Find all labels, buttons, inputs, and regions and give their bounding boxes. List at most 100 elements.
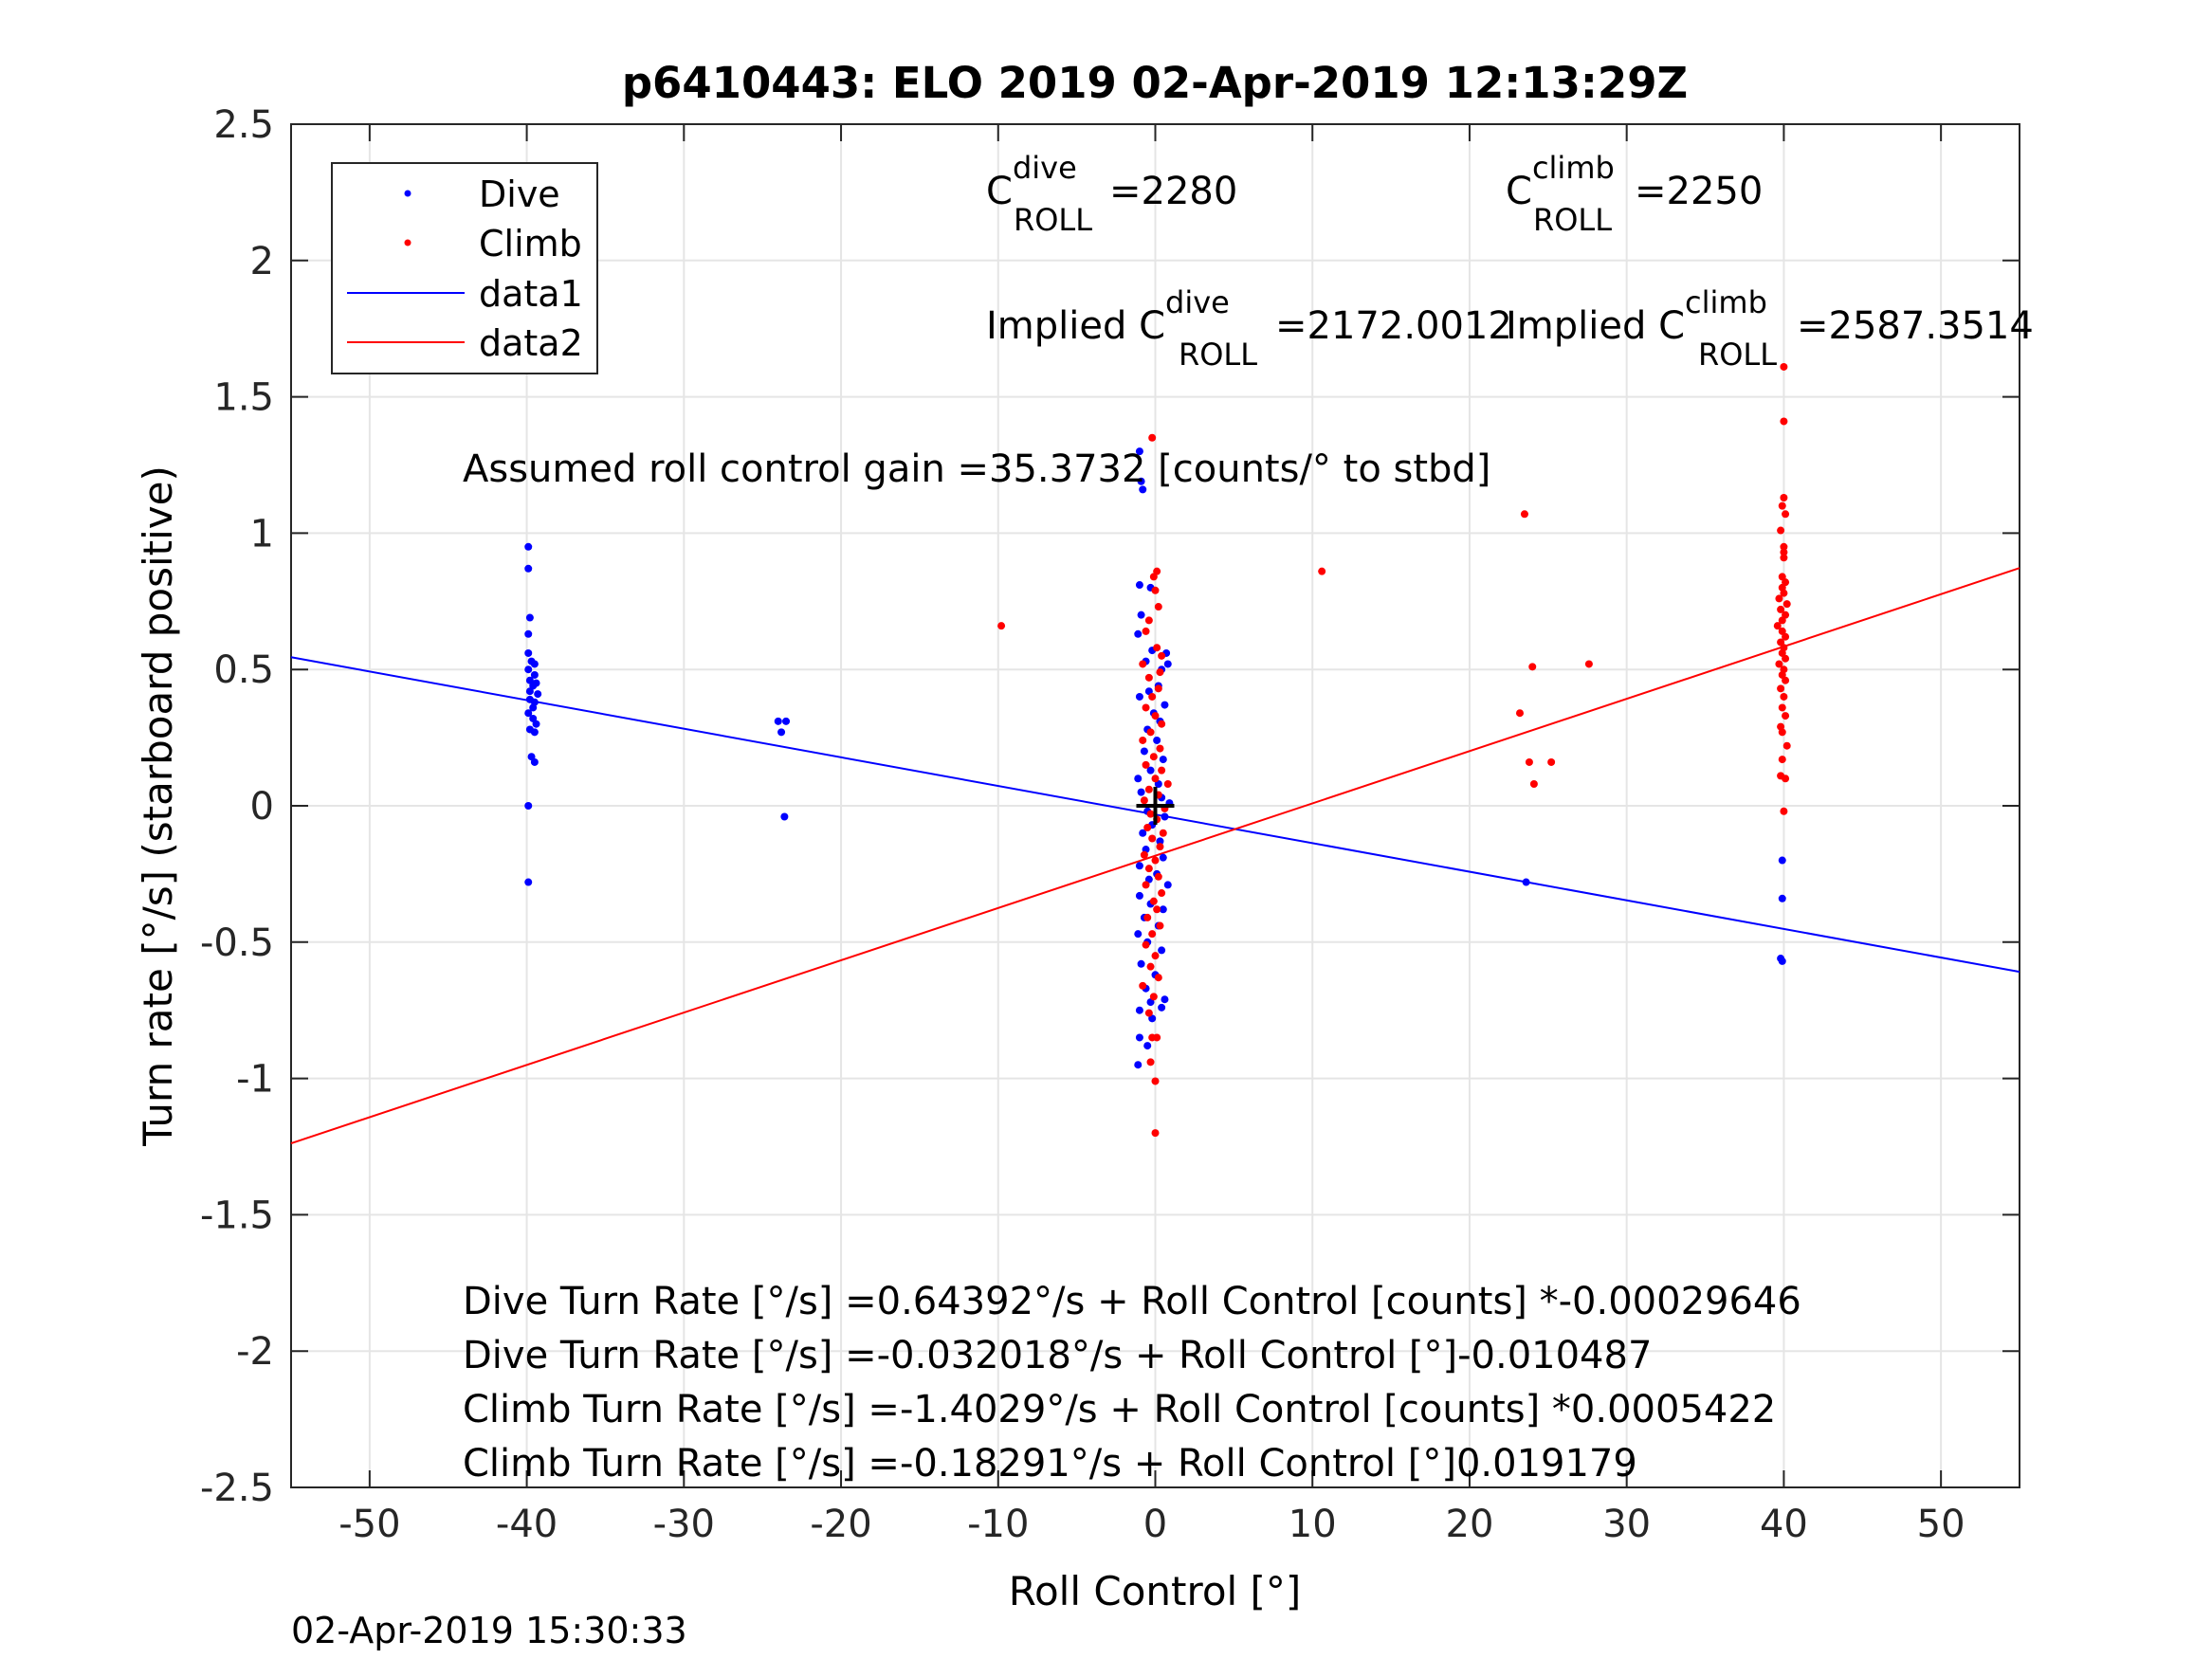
dive-point	[1161, 812, 1169, 821]
dive-point	[1135, 581, 1143, 590]
x-tick-label: -10	[967, 1503, 1029, 1546]
climb-point	[1148, 433, 1157, 442]
x-tick-label: -30	[653, 1503, 715, 1546]
climb-point	[1778, 616, 1786, 625]
climb-point	[1146, 962, 1155, 971]
climb-point	[1529, 779, 1538, 788]
dive-point	[525, 613, 534, 622]
y-tick-label: -1	[236, 1058, 274, 1102]
y-tick-labels: 2.5 2 1.5 1 0.5 0 -0.5 -1 -1.5 -2 -2.5	[200, 103, 274, 1510]
dive-point	[1159, 853, 1167, 862]
climb-point	[1151, 1077, 1160, 1085]
climb-point	[1142, 703, 1150, 712]
implied-c-roll-climb-annotation: Implied Cclimb ROLL=2587.3514	[1506, 284, 2034, 373]
climb-point	[1151, 712, 1160, 720]
dive-point	[1163, 881, 1172, 889]
c-roll-climb-annotation: Cclimb ROLL=2250	[1506, 150, 1763, 238]
dive-point	[1778, 856, 1786, 865]
dive-point	[1159, 905, 1167, 914]
legend-dive-label: Dive	[479, 173, 560, 215]
climb-point	[1151, 952, 1160, 960]
dive-point	[1140, 747, 1148, 756]
climb-point	[1775, 660, 1783, 668]
climb-point	[1142, 627, 1150, 635]
climb-point	[1584, 660, 1593, 668]
dive-point	[780, 812, 789, 821]
dive-point	[1158, 1003, 1166, 1012]
climb-point	[1782, 510, 1790, 519]
dive-point	[777, 728, 786, 737]
dive-point	[1522, 878, 1530, 886]
climb-point	[1156, 744, 1164, 753]
dive-point	[1135, 1006, 1143, 1014]
dive-point	[1163, 660, 1172, 668]
x-tick-label: 30	[1602, 1503, 1651, 1546]
x-tick-label: 50	[1917, 1503, 1965, 1546]
climb-point	[1149, 753, 1158, 761]
climb-point	[1154, 684, 1162, 693]
climb-point	[1778, 728, 1786, 737]
y-tick-label: 1	[250, 512, 274, 556]
y-tick-label: 2	[250, 240, 274, 283]
climb-point	[1520, 510, 1528, 519]
climb-point	[1158, 766, 1166, 775]
y-tick-label: -2.5	[200, 1467, 274, 1510]
footer-timestamp: 02-Apr-2019 15:30:33	[291, 1610, 687, 1651]
climb-point	[1140, 850, 1148, 859]
y-axis-label: Turn rate [°/s] (starboard positive)	[135, 465, 181, 1147]
dive-point	[530, 670, 539, 679]
climb-point	[1143, 824, 1152, 832]
y-tick-label: -0.5	[200, 921, 274, 965]
dive-equation-counts: Dive Turn Rate [°/s] =0.64392°/s + Roll …	[463, 1280, 1801, 1323]
climb-point	[1777, 684, 1785, 693]
climb-point	[1140, 796, 1148, 805]
legend-data1-label: data1	[479, 273, 583, 315]
climb-point	[1158, 720, 1166, 728]
climb-point	[1139, 981, 1147, 990]
climb-point	[1151, 586, 1160, 594]
dive-point	[524, 709, 533, 718]
climb-point	[1778, 756, 1786, 764]
climb-point	[1525, 757, 1533, 766]
dive-equation-degrees: Dive Turn Rate [°/s] =-0.032018°/s + Rol…	[463, 1334, 1652, 1377]
dive-point	[530, 660, 539, 668]
climb-point	[1154, 872, 1162, 881]
y-tick-label: 0.5	[213, 648, 274, 692]
dive-point	[1139, 485, 1147, 494]
dive-point	[1135, 447, 1143, 456]
legend-climb-label: Climb	[479, 223, 582, 264]
c-roll-dive-annotation: Cdive ROLL=2280	[986, 150, 1237, 238]
dive-point	[532, 720, 540, 728]
climb-point	[1780, 362, 1788, 371]
climb-point	[1782, 741, 1791, 750]
dive-point	[524, 542, 533, 551]
dive-point	[1153, 736, 1161, 744]
climb-point	[1149, 993, 1158, 1001]
climb-point	[1515, 709, 1524, 718]
climb-point	[1780, 494, 1788, 502]
climb-point	[1156, 843, 1164, 851]
origin-marker	[1136, 787, 1175, 825]
dive-point	[1139, 829, 1147, 837]
climb-point	[1146, 728, 1155, 737]
climb-point	[1146, 810, 1155, 818]
climb-point	[1780, 692, 1788, 701]
dive-point	[782, 717, 791, 725]
dive-point	[1146, 766, 1155, 775]
dive-point	[1137, 959, 1145, 968]
x-tick-label: -20	[810, 1503, 871, 1546]
dive-point	[524, 802, 533, 810]
climb-point	[1143, 913, 1152, 921]
dive-point	[1137, 611, 1145, 619]
climb-point	[1780, 554, 1788, 562]
climb-point	[1148, 930, 1157, 939]
climb-point	[1156, 668, 1164, 677]
x-tick-label: 20	[1446, 1503, 1494, 1546]
dive-point	[1143, 1042, 1152, 1050]
climb-point	[1778, 703, 1786, 712]
climb-point	[1780, 589, 1788, 597]
chart-title: p6410443: ELO 2019 02-Apr-2019 12:13:29Z	[622, 58, 1688, 108]
dive-point	[524, 878, 533, 886]
dive-point	[1135, 862, 1143, 870]
